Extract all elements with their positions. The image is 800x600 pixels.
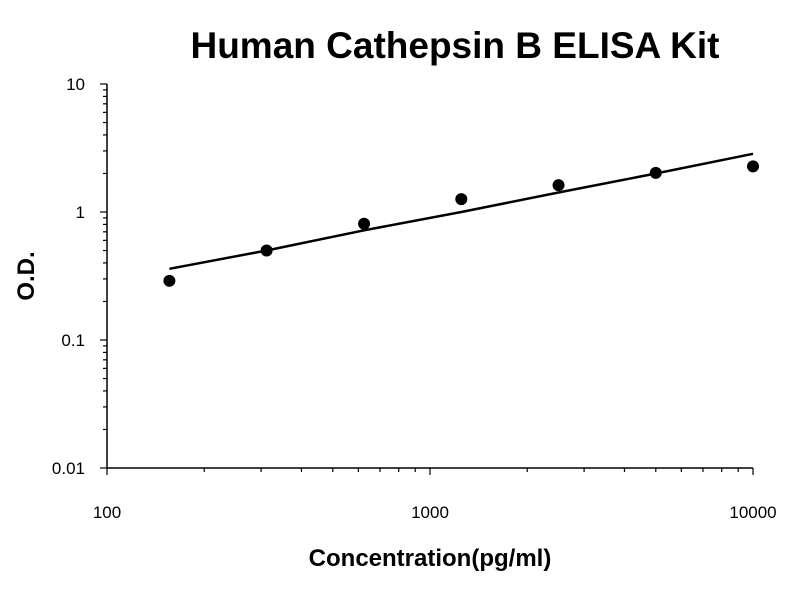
data-point	[163, 274, 176, 287]
y-axis-ticks: 0.01 0.1 1 10	[52, 75, 107, 478]
data-point	[552, 179, 565, 192]
x-tick-label: 10000	[729, 503, 776, 522]
y-tick-label: 1	[76, 203, 85, 222]
data-point	[260, 244, 273, 257]
data-points-layer	[163, 160, 759, 287]
x-tick-label: 1000	[411, 503, 449, 522]
x-tick-label: 100	[93, 503, 121, 522]
y-tick-label: 0.1	[61, 331, 85, 350]
x-axis-label: Concentration(pg/ml)	[309, 545, 552, 572]
axes	[106, 84, 753, 469]
y-axis-label: O.D.	[13, 251, 40, 300]
y-tick-label: 0.01	[52, 459, 85, 478]
fit-line-layer	[169, 152, 754, 271]
data-point	[649, 166, 662, 179]
data-point	[358, 217, 371, 230]
chart-title: Human Cathepsin B ELISA Kit	[190, 25, 719, 66]
fit-curve	[169, 152, 754, 271]
data-point	[455, 193, 468, 206]
y-tick-label: 10	[66, 75, 85, 94]
data-point	[747, 160, 759, 173]
x-axis-ticks: 100 1000 10000	[93, 468, 777, 522]
